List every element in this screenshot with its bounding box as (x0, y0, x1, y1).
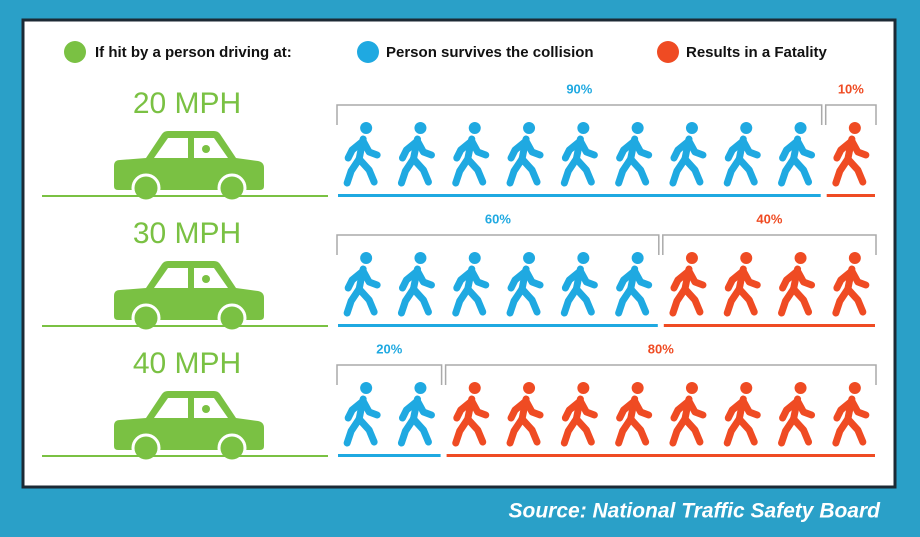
speed-label: 30 MPH (133, 217, 241, 250)
infographic: Source: National Traffic Safety Board If… (0, 0, 920, 537)
speed-label: 40 MPH (133, 347, 241, 380)
source: Source: National Traffic Safety Board (509, 500, 882, 523)
segment-bar (827, 194, 875, 197)
percent-label: 10% (838, 81, 864, 96)
percent-label: 80% (648, 341, 674, 356)
percent-label: 60% (485, 211, 511, 226)
percent-label: 40% (756, 211, 782, 226)
segment-bar (338, 194, 821, 197)
speed-label: 20 MPH (133, 87, 241, 120)
percent-label: 90% (566, 81, 592, 96)
percent-label: 20% (376, 341, 402, 356)
legend-title: If hit by a person driving at: (95, 44, 292, 61)
legend-dot (657, 41, 679, 63)
legend-dot (357, 41, 379, 63)
segment-bar (664, 324, 875, 327)
legend-label: Results in a Fatality (686, 44, 828, 61)
segment-bar (338, 454, 441, 457)
legend-label: Person survives the collision (386, 44, 594, 61)
segment-bar (447, 454, 875, 457)
legend-dot (64, 41, 86, 63)
segment-bar (338, 324, 658, 327)
